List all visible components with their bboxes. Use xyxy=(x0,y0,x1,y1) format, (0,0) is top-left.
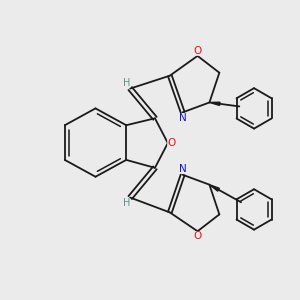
Text: H: H xyxy=(123,198,130,208)
Text: H: H xyxy=(123,78,130,88)
Text: O: O xyxy=(167,138,175,148)
Polygon shape xyxy=(209,102,220,105)
Text: O: O xyxy=(194,46,202,56)
Text: N: N xyxy=(179,164,187,174)
Polygon shape xyxy=(209,185,219,191)
Text: N: N xyxy=(179,113,187,123)
Text: O: O xyxy=(194,231,202,241)
